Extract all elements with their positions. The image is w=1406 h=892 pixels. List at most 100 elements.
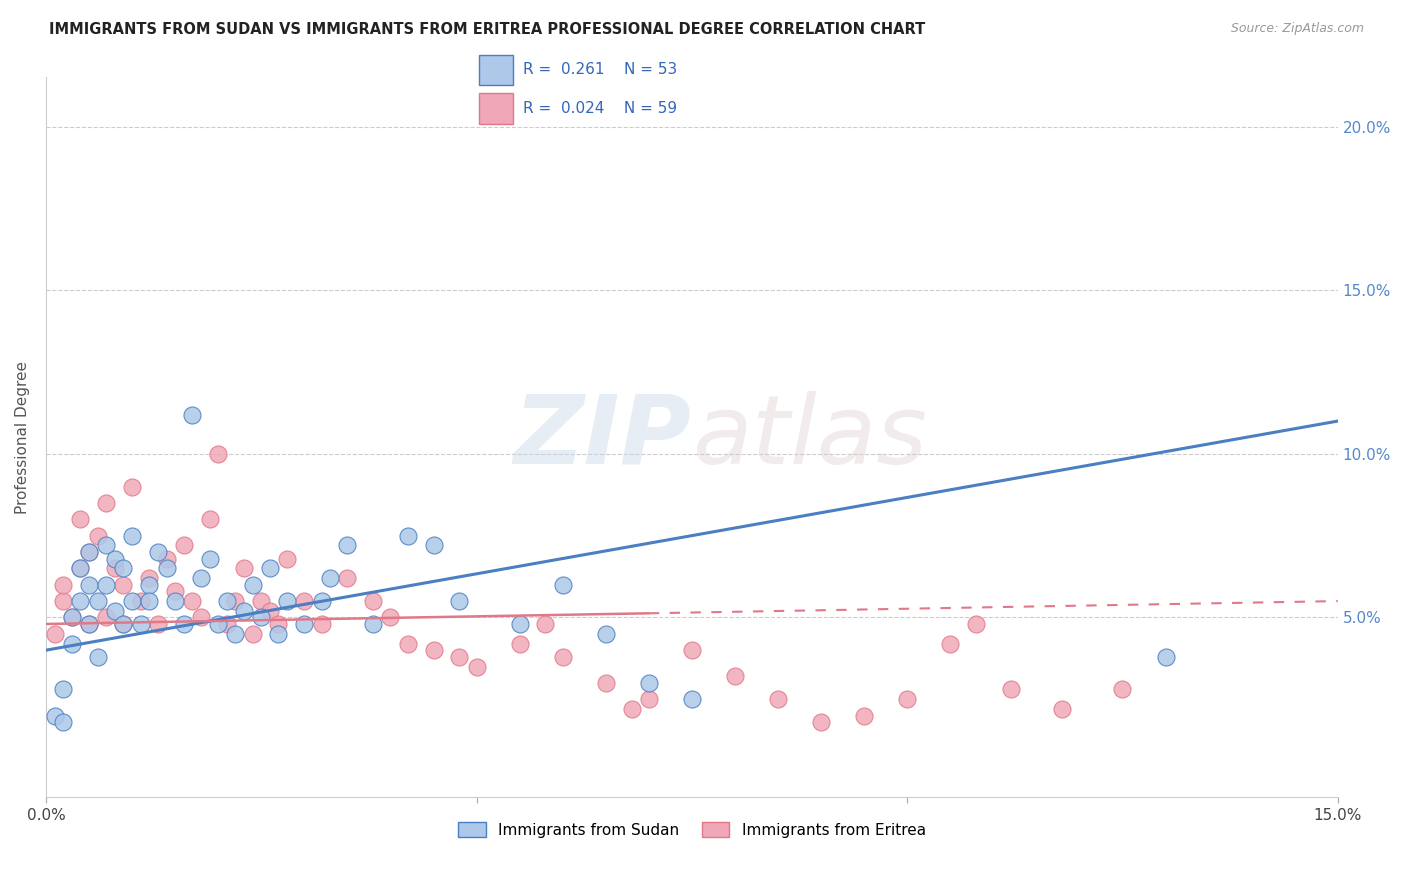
Point <box>1111 682 1133 697</box>
Point <box>465 659 488 673</box>
Point <box>233 604 256 618</box>
Y-axis label: Professional Degree: Professional Degree <box>15 361 30 514</box>
Point <box>129 594 152 608</box>
Point <box>1050 702 1073 716</box>
Point <box>52 682 75 697</box>
Text: ZIP: ZIP <box>515 391 692 484</box>
Text: IMMIGRANTS FROM SUDAN VS IMMIGRANTS FROM ERITREA PROFESSIONAL DEGREE CORRELATION: IMMIGRANTS FROM SUDAN VS IMMIGRANTS FROM… <box>49 22 925 37</box>
Point <box>242 578 264 592</box>
Point <box>77 617 100 632</box>
Point <box>96 578 118 592</box>
Point <box>198 551 221 566</box>
Point <box>138 578 160 592</box>
Point <box>311 594 333 608</box>
Point <box>267 617 290 632</box>
Point <box>121 479 143 493</box>
FancyBboxPatch shape <box>479 94 513 124</box>
Point <box>896 692 918 706</box>
Point <box>181 408 204 422</box>
Point <box>112 617 135 632</box>
Point <box>52 578 75 592</box>
Point <box>52 594 75 608</box>
Point <box>173 538 195 552</box>
Text: R =  0.024    N = 59: R = 0.024 N = 59 <box>523 101 678 116</box>
Point <box>449 649 471 664</box>
Point <box>60 610 83 624</box>
Point <box>336 571 359 585</box>
Point <box>60 610 83 624</box>
Point <box>595 676 617 690</box>
Point <box>224 627 246 641</box>
Point <box>233 561 256 575</box>
Point <box>1000 682 1022 697</box>
Point <box>86 594 108 608</box>
Point <box>190 610 212 624</box>
Point <box>361 594 384 608</box>
Point <box>146 617 169 632</box>
Point <box>551 649 574 664</box>
Point <box>637 692 659 706</box>
Point <box>198 512 221 526</box>
Point <box>69 561 91 575</box>
Point <box>165 594 187 608</box>
Point <box>724 669 747 683</box>
Point <box>190 571 212 585</box>
Point <box>96 610 118 624</box>
Point <box>422 538 444 552</box>
Legend: Immigrants from Sudan, Immigrants from Eritrea: Immigrants from Sudan, Immigrants from E… <box>451 815 932 844</box>
Point <box>77 545 100 559</box>
Point <box>155 561 177 575</box>
Point <box>96 538 118 552</box>
Point <box>853 708 876 723</box>
Point <box>104 561 127 575</box>
Point <box>810 715 832 730</box>
Point <box>311 617 333 632</box>
Point <box>396 528 419 542</box>
Point <box>336 538 359 552</box>
Point <box>121 528 143 542</box>
Point <box>361 617 384 632</box>
Point <box>181 594 204 608</box>
Point <box>242 627 264 641</box>
Point <box>380 610 402 624</box>
Point <box>595 627 617 641</box>
Point <box>77 545 100 559</box>
Point <box>766 692 789 706</box>
Point <box>44 708 66 723</box>
Point <box>138 571 160 585</box>
Point <box>207 617 229 632</box>
Point <box>173 617 195 632</box>
Point <box>44 627 66 641</box>
Text: Source: ZipAtlas.com: Source: ZipAtlas.com <box>1230 22 1364 36</box>
Point <box>319 571 342 585</box>
Point <box>69 512 91 526</box>
Point <box>259 604 281 618</box>
Point <box>129 617 152 632</box>
Point <box>1154 649 1177 664</box>
Point <box>509 617 531 632</box>
Text: R =  0.261    N = 53: R = 0.261 N = 53 <box>523 62 678 78</box>
Point <box>96 496 118 510</box>
Point <box>155 551 177 566</box>
Point <box>534 617 557 632</box>
Point <box>138 594 160 608</box>
Point <box>69 561 91 575</box>
Text: atlas: atlas <box>692 391 927 484</box>
Point <box>86 528 108 542</box>
Point <box>112 617 135 632</box>
Point <box>620 702 643 716</box>
Point <box>146 545 169 559</box>
Point <box>86 649 108 664</box>
Point <box>224 594 246 608</box>
Point <box>637 676 659 690</box>
Point <box>207 447 229 461</box>
Point <box>259 561 281 575</box>
Point <box>681 643 703 657</box>
Point <box>422 643 444 657</box>
Point <box>292 617 315 632</box>
Point <box>77 578 100 592</box>
Point <box>250 610 273 624</box>
Point <box>69 594 91 608</box>
Point <box>939 637 962 651</box>
Point <box>52 715 75 730</box>
